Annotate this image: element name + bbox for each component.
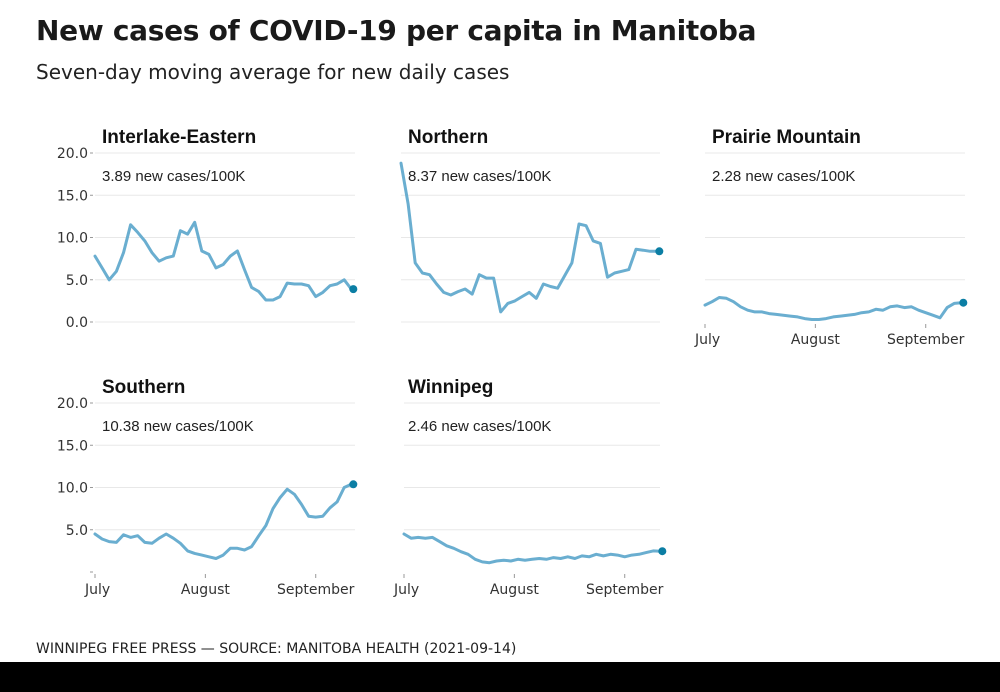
x-tick-label: September xyxy=(586,582,664,598)
x-tick-label: August xyxy=(490,582,540,598)
x-tick-label: August xyxy=(791,332,841,348)
series-line-interlake-eastern xyxy=(93,220,353,302)
panel-title-interlake-eastern: Interlake-Eastern xyxy=(102,127,256,148)
panel-annotation-interlake-eastern: 3.89 new cases/100K xyxy=(102,168,245,185)
y-tick-label: 5.0 xyxy=(66,273,88,289)
latest-point-prairie-mountain[interactable] xyxy=(959,298,968,307)
latest-point-northern[interactable] xyxy=(655,247,664,256)
y-tick-label: 15.0 xyxy=(57,188,88,204)
series-line-winnipeg xyxy=(402,532,662,565)
panel-annotation-southern: 10.38 new cases/100K xyxy=(102,418,254,435)
y-tick-label: 0.0 xyxy=(66,315,88,331)
chart-subtitle: Seven-day moving average for new daily c… xyxy=(36,60,510,84)
x-tick-label: July xyxy=(84,582,110,598)
bottom-bar xyxy=(0,662,1000,692)
y-tick-label: 20.0 xyxy=(57,396,88,412)
x-tick-label: September xyxy=(277,582,355,598)
latest-point-interlake-eastern[interactable] xyxy=(349,285,358,294)
y-tick-label: 5.0 xyxy=(66,523,88,539)
x-tick-label: September xyxy=(887,332,965,348)
y-tick-label: 15.0 xyxy=(57,438,88,454)
series-line-southern xyxy=(93,482,353,560)
y-tick-label: 10.0 xyxy=(57,481,88,497)
chart-title: New cases of COVID-19 per capita in Mani… xyxy=(36,14,757,47)
panel-title-northern: Northern xyxy=(408,127,488,148)
x-tick-label: July xyxy=(393,582,419,598)
panel-annotation-prairie-mountain: 2.28 new cases/100K xyxy=(712,168,855,185)
x-tick-label: August xyxy=(181,582,231,598)
y-tick-label: 20.0 xyxy=(57,146,88,162)
series-line-northern xyxy=(399,161,659,314)
y-tick-label: 10.0 xyxy=(57,231,88,247)
x-tick-label: July xyxy=(694,332,720,348)
panel-annotation-northern: 8.37 new cases/100K xyxy=(408,168,551,185)
series-line-prairie-mountain xyxy=(703,296,963,321)
source-credit: WINNIPEG FREE PRESS — SOURCE: MANITOBA H… xyxy=(36,641,517,657)
latest-point-southern[interactable] xyxy=(349,480,358,489)
panel-title-winnipeg: Winnipeg xyxy=(408,377,493,398)
panel-annotation-winnipeg: 2.46 new cases/100K xyxy=(408,418,551,435)
panel-title-prairie-mountain: Prairie Mountain xyxy=(712,127,861,148)
panel-title-southern: Southern xyxy=(102,377,185,398)
latest-point-winnipeg[interactable] xyxy=(658,547,667,556)
